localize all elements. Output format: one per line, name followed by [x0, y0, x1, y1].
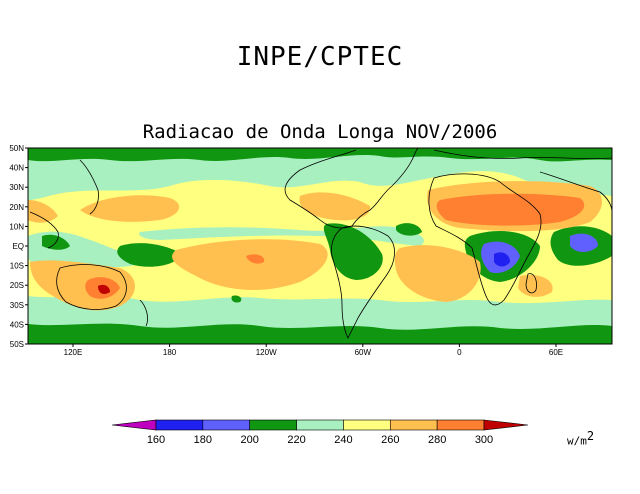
field-congo-180 [494, 252, 510, 267]
coast-new-zealand [139, 299, 148, 327]
lat-label: 40S [10, 320, 24, 329]
lat-label: 10N [9, 222, 24, 231]
field-sahara-300 [436, 193, 585, 226]
colorbar-swatch [296, 419, 344, 431]
colorbar-low-triangle [111, 419, 157, 431]
colorbar-swatch [389, 419, 438, 431]
colorbar-label: 260 [381, 434, 399, 446]
field-spac-300 [246, 254, 265, 264]
colorbar-swatch [343, 419, 391, 431]
units-power: 2 [586, 429, 595, 443]
colorbar: 160 180 200 220 240 260 280 300 [111, 419, 529, 446]
field-spot-220 [231, 295, 242, 303]
field-sh-220 [28, 323, 612, 344]
coast-south-america [331, 225, 395, 339]
lat-label: 30S [10, 301, 24, 310]
field-india-280 [28, 200, 58, 223]
coast-se-asia [29, 211, 59, 249]
lat-label: EQ [12, 242, 24, 251]
units-text: w/m [567, 434, 587, 448]
colorbar-high-triangle [483, 419, 529, 431]
field-amazon-220 [323, 223, 383, 280]
colorbar-swatch [202, 419, 251, 431]
lon-label: 120E [64, 348, 83, 357]
coast-australia [56, 264, 127, 310]
coast-east-asia [79, 159, 99, 215]
lon-label: 120W [256, 348, 277, 357]
coast-asia-south [539, 171, 612, 213]
colorbar-label: 200 [241, 434, 259, 446]
olr-field [28, 148, 612, 344]
field-australia-280 [30, 260, 135, 311]
latitude-axis: 50N 40N 30N 20N 10N EQ 10S 20S 30S 40S 50S [9, 144, 28, 349]
colorbar-label: 220 [287, 434, 305, 446]
lat-label: 20N [9, 203, 24, 212]
colorbar-label: 300 [475, 434, 493, 446]
colorbar-label: 160 [147, 434, 165, 446]
lat-label: 50N [9, 144, 24, 153]
coastlines [29, 148, 612, 339]
lon-label: 180 [163, 348, 177, 357]
field-atlantic-220 [396, 223, 422, 236]
field-pacific-220 [117, 243, 182, 267]
field-spac-280 [172, 239, 328, 290]
lat-label: 20S [10, 281, 24, 290]
coast-madagascar [525, 273, 537, 294]
field-mexico-280 [299, 192, 371, 221]
colorbar-swatch [249, 419, 297, 431]
longitude-axis: 120E 180 120W 60W 0 60E [64, 344, 563, 357]
lon-label: 60E [549, 348, 563, 357]
lat-label: 40N [9, 164, 24, 173]
units-label: w/m2 [567, 429, 594, 448]
colorbar-swatch [436, 419, 485, 431]
colorbar-label: 180 [194, 434, 212, 446]
coast-eurasia-north [433, 149, 612, 159]
colorbar-swatch [155, 419, 204, 431]
lat-label: 30N [9, 183, 24, 192]
field-nh-240 [28, 148, 612, 200]
lon-label: 60W [355, 348, 372, 357]
institution-title: INPE/CPTEC [236, 42, 404, 72]
lon-label: 0 [457, 348, 462, 357]
field-indian-200 [570, 233, 598, 252]
field-satl-280 [394, 245, 481, 302]
coast-africa [428, 173, 542, 306]
colorbar-label: 240 [334, 434, 352, 446]
lat-label: 50S [10, 340, 24, 349]
field-npac-280 [80, 195, 180, 222]
lat-label: 10S [10, 262, 24, 271]
map-title: Radiacao de Onda Longa NOV/2006 [142, 121, 498, 143]
field-australia-320 [98, 284, 110, 294]
field-nh-220 [28, 148, 612, 162]
colorbar-label: 280 [428, 434, 446, 446]
